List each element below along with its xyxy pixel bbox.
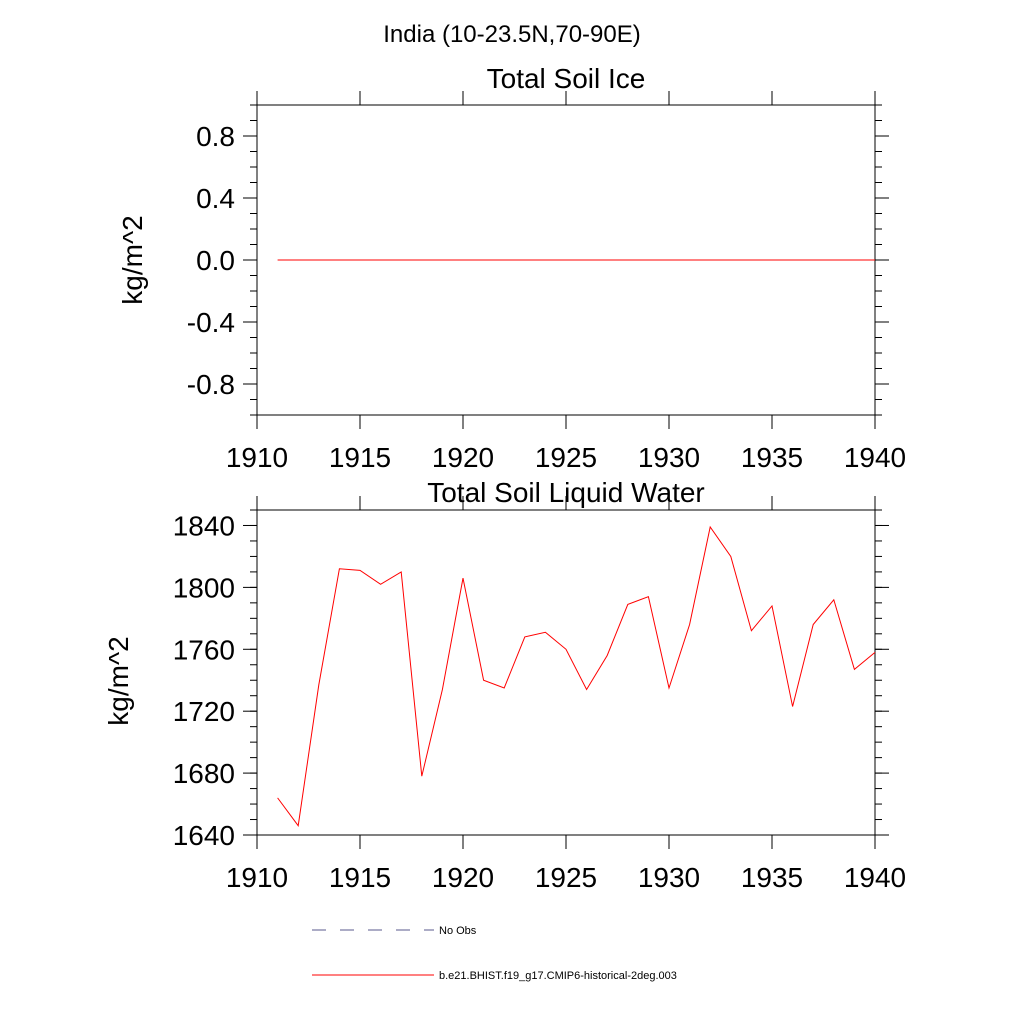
x-tick-label: 1940 — [844, 862, 906, 893]
chart-title: Total Soil Ice — [487, 63, 646, 94]
x-tick-label: 1930 — [638, 862, 700, 893]
chart-panel-soil-liquid-water: Total Soil Liquid Water kg/m^2 1910 1915 1… — [103, 477, 906, 893]
tick-labels: 1910 1915 1920 1925 1930 1935 1940 -0.8 -0.4 0.0 0… — [187, 121, 906, 473]
legend: No Obs b.e21.BHIST.f19_g17.CMIP6-histori… — [312, 925, 677, 982]
y-tick-label: -0.4 — [187, 307, 235, 338]
series-layer — [277, 525, 876, 827]
y-tick-label: 0.8 — [196, 121, 235, 152]
x-tick-label: 1920 — [432, 442, 494, 473]
legend-item-model-run: b.e21.BHIST.f19_g17.CMIP6-historical-2de… — [312, 970, 677, 982]
legend-label: b.e21.BHIST.f19_g17.CMIP6-historical-2de… — [439, 970, 677, 982]
x-tick-label: 1935 — [741, 862, 803, 893]
y-tick-label: 0.4 — [196, 183, 235, 214]
y-axis-label: kg/m^2 — [103, 636, 134, 725]
series-line — [277, 525, 876, 827]
y-tick-label: 0.0 — [196, 245, 235, 276]
axes-frame — [243, 496, 889, 849]
y-tick-label: 1840 — [173, 510, 235, 541]
x-tick-label: 1910 — [226, 442, 288, 473]
y-tick-label: 1640 — [173, 820, 235, 851]
chart-panel-soil-ice: Total Soil Ice kg/m^2 1910 1915 1920 1925 19… — [117, 63, 906, 473]
x-tick-label: 1930 — [638, 442, 700, 473]
x-tick-label: 1920 — [432, 862, 494, 893]
x-tick-label: 1915 — [329, 442, 391, 473]
x-tick-label: 1925 — [535, 862, 597, 893]
y-tick-label: -0.8 — [187, 369, 235, 400]
plot-frame — [256, 509, 876, 836]
y-tick-label: 1680 — [173, 758, 235, 789]
y-tick-label: 1800 — [173, 572, 235, 603]
y-tick-label: 1720 — [173, 696, 235, 727]
x-tick-label: 1935 — [741, 442, 803, 473]
x-tick-label: 1915 — [329, 862, 391, 893]
x-tick-label: 1940 — [844, 442, 906, 473]
legend-label: No Obs — [439, 925, 477, 937]
x-tick-label: 1910 — [226, 862, 288, 893]
figure-title: India (10-23.5N,70-90E) — [383, 21, 640, 48]
tick-labels: 1910 1915 1920 1925 1930 1935 1940 1640 1680 1720… — [173, 510, 906, 893]
x-tick-label: 1925 — [535, 442, 597, 473]
legend-item-no-obs: No Obs — [312, 925, 477, 937]
y-axis-label: kg/m^2 — [117, 215, 148, 304]
y-tick-label: 1760 — [173, 634, 235, 665]
